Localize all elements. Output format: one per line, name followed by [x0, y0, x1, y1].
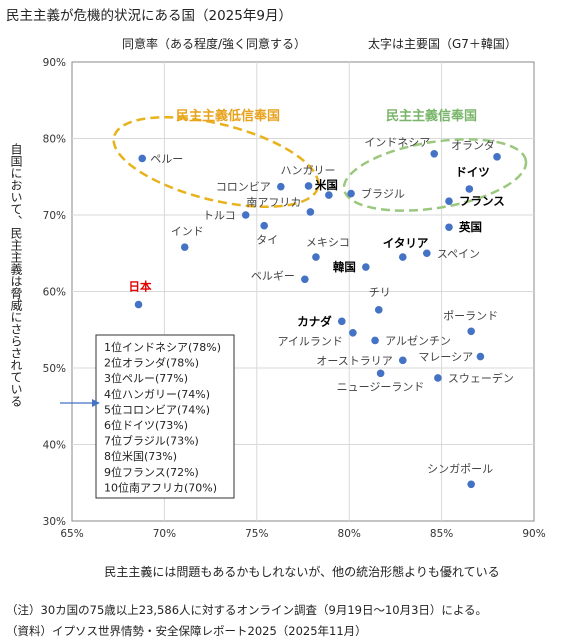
x-tick-label: 90%	[522, 528, 545, 540]
ranking-box	[95, 334, 235, 499]
y-tick-label: 30%	[43, 516, 66, 528]
data-point	[325, 191, 333, 199]
low-support-group-label: 民主主義低信奉国	[176, 108, 280, 124]
point-label: トルコ	[203, 209, 236, 222]
point-label: オランダ	[451, 138, 495, 152]
high-support-group-label: 民主主義信奉国	[386, 108, 477, 124]
y-tick-label: 50%	[43, 363, 66, 375]
data-point	[467, 327, 475, 336]
source-note: （資料）イプソス世界情勢・安全保障レポート2025（2025年11月）	[6, 624, 367, 638]
data-point	[180, 243, 189, 251]
point-label: 南アフリカ	[246, 196, 301, 209]
data-point	[338, 317, 346, 326]
x-axis-bottom-label: 民主主義には問題もあるかもしれないが、他の統治形態よりも優れている	[104, 564, 499, 579]
ranking-item: 9位フランス(72%)	[104, 465, 199, 479]
point-label: ペルー	[150, 152, 183, 165]
data-point	[376, 369, 385, 378]
x-tick-label: 65%	[60, 528, 83, 540]
point-label: 韓国	[333, 260, 356, 274]
data-point	[312, 253, 320, 261]
point-label: インドネシア	[364, 136, 430, 149]
data-point	[134, 300, 143, 309]
point-label: チリ	[369, 286, 391, 299]
data-point	[304, 182, 313, 190]
ranking-item: 2位オランダ(78%)	[104, 356, 199, 370]
ranking-item: 8位米国(73%)	[104, 449, 177, 463]
point-label: ドイツ	[455, 165, 490, 179]
x-tick-label: 80%	[338, 528, 361, 540]
survey-note: （注）30カ国の75歳以上23,586人に対するオンライン調査（9月19日～10…	[6, 603, 488, 617]
y-tick-label: 70%	[43, 210, 66, 222]
point-label: ポーランド	[443, 309, 498, 322]
ranking-arrow-head	[92, 399, 100, 407]
x-tick-label: 75%	[245, 528, 268, 540]
data-point	[241, 211, 250, 219]
x-tick-label: 70%	[153, 528, 176, 540]
data-point	[467, 480, 475, 489]
point-label: 日本	[129, 280, 152, 294]
y-axis-label: 自国において、民主主義は脅威にさらされている	[9, 143, 23, 407]
data-point	[430, 150, 439, 158]
data-point	[277, 182, 285, 191]
y-tick-label: 40%	[43, 440, 66, 452]
ranking-item: 6位ドイツ(73%)	[104, 418, 188, 432]
low-support-ellipse	[112, 115, 320, 209]
y-tick-label: 80%	[43, 134, 66, 146]
y-tick-label: 60%	[43, 287, 66, 299]
point-label: マレーシア	[418, 351, 473, 364]
page-title: 民主主義が危機的状況にある国（2025年9月）	[6, 8, 292, 24]
data-point	[260, 221, 268, 230]
data-point	[423, 249, 431, 258]
point-label: 英国	[458, 220, 482, 234]
point-label: メキシコ	[306, 236, 350, 249]
data-point	[493, 153, 501, 161]
data-point	[374, 306, 383, 314]
data-point	[445, 197, 453, 206]
point-label: スウェーデン	[448, 371, 514, 385]
point-label: オーストラリア	[316, 354, 392, 367]
data-point	[138, 154, 147, 163]
x-tick-label: 85%	[430, 528, 453, 540]
point-label: カナダ	[297, 314, 332, 328]
point-label: スペイン	[437, 247, 480, 260]
data-point	[347, 189, 355, 198]
data-point	[445, 223, 453, 232]
data-point	[371, 336, 379, 345]
scatter-chart: 30% 40% 50% 60% 70% 80% 90% 65% 70% 75% 80% 85% 90% 同…	[9, 36, 546, 579]
point-label: ブラジル	[361, 187, 405, 201]
data-point	[349, 329, 357, 337]
point-label: ニュージーランド	[337, 380, 425, 393]
high-support-ellipse	[342, 138, 528, 212]
ranking-item: 1位インドネシア(78%)	[104, 340, 221, 354]
ranking-item: 7位ブラジル(73%)	[104, 434, 199, 448]
data-point	[476, 352, 485, 361]
data-point	[301, 275, 309, 284]
point-label: インド	[171, 225, 204, 238]
ranking-item: 5位コロンビア(74%)	[104, 402, 210, 416]
y-tick-label: 90%	[43, 57, 66, 69]
ranking-item: 10位南アフリカ(70%)	[104, 480, 217, 494]
point-label: ベルギー	[251, 269, 295, 282]
data-point	[398, 253, 407, 261]
point-label: イタリア	[383, 236, 429, 250]
data-point	[398, 356, 407, 365]
point-label: 米国	[314, 178, 338, 192]
point-label: アルゼンチン	[385, 334, 451, 347]
x-axis-label: 同意率（ある程度/強く同意する）	[122, 36, 306, 51]
point-label: フランス	[459, 194, 505, 208]
point-label: アイルランド	[277, 335, 342, 348]
point-label: シンガポール	[427, 462, 493, 475]
point-label: ハンガリー	[281, 164, 336, 177]
data-point	[362, 263, 370, 271]
data-point	[465, 185, 474, 193]
ranking-item: 3位ペルー(77%)	[104, 371, 188, 385]
ranking-item: 4位ハンガリー(74%)	[104, 387, 210, 401]
point-label: コロンビア	[216, 181, 271, 194]
point-label: タイ	[256, 234, 278, 247]
bold-note: 太字は主要国（G7＋韓国）	[368, 36, 517, 51]
data-point	[306, 208, 315, 216]
data-point	[434, 374, 442, 382]
